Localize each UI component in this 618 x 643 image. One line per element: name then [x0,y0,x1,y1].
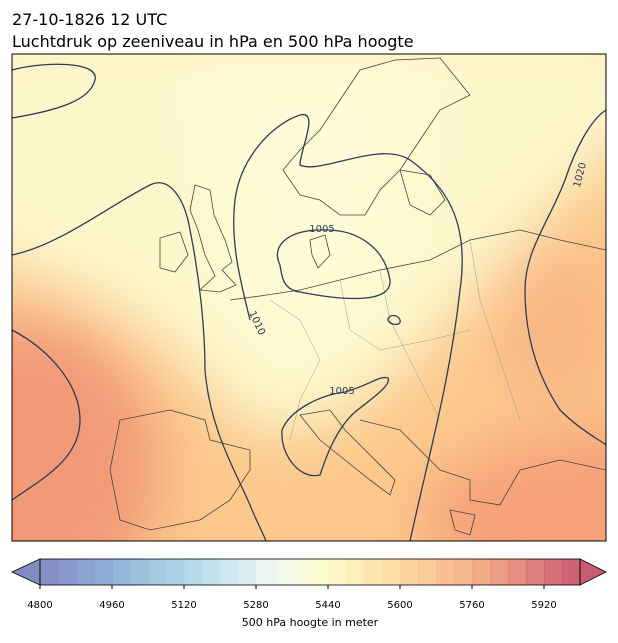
colorbar-extend-low [11,558,41,586]
colorbar-band [472,559,491,585]
colorbar: 4800 4960 5120 5280 5440 5600 5760 5920 500 hPa … [11,558,607,629]
colorbar-band [508,559,527,585]
colorbar-band [562,559,581,585]
colorbar-band [436,559,455,585]
colorbar-band [400,559,419,585]
colorbar-band [220,559,239,585]
colorbar-band [526,559,545,585]
colorbar-band [76,559,95,585]
colorbar-band [490,559,509,585]
colorbar-tick-label: 5600 [387,600,412,611]
colorbar-band [256,559,275,585]
map: 1005 1010 1005 1020 [12,54,606,541]
colorbar-band [328,559,347,585]
colorbar-tick-label: 4960 [99,600,124,611]
date-title: 27-10-1826 12 UTC [12,10,167,29]
isobar-label: 1005 [329,386,354,397]
colorbar-band [454,559,473,585]
colorbar-band [40,559,59,585]
colorbar-band [544,559,563,585]
colorbar-band [418,559,437,585]
isobars [12,63,606,541]
colorbar-band [274,559,293,585]
colorbar-band [94,559,113,585]
colorbar-band [148,559,167,585]
colorbar-band [130,559,149,585]
borders [269,239,521,441]
colorbar-tick-label: 5280 [243,600,268,611]
colorbar-tick-label: 5920 [531,600,556,611]
colorbar-band [202,559,221,585]
colorbar-frame [39,558,581,586]
colorbar-band [310,559,329,585]
colorbar-band [382,559,401,585]
colorbar-band [112,559,131,585]
isobar-label: 1005 [309,224,334,235]
colorbar-tick-label: 5440 [315,600,340,611]
colorbar-tick-label: 5760 [459,600,484,611]
colorbar-tick-label: 4800 [27,600,52,611]
colorbar-band [184,559,203,585]
colorbar-band [238,559,257,585]
colorbar-extend-high [579,558,607,586]
map-frame [11,53,607,542]
colorbar-band [364,559,383,585]
colorbar-band [346,559,365,585]
colorbar-tick-label: 5120 [171,600,196,611]
colorbar-band [58,559,77,585]
colorbar-band [166,559,185,585]
colorbar-label: 500 hPa hoogte in meter [242,616,379,629]
colorbar-band [292,559,311,585]
map-title: Luchtdruk op zeeniveau in hPa en 500 hPa… [12,32,414,51]
